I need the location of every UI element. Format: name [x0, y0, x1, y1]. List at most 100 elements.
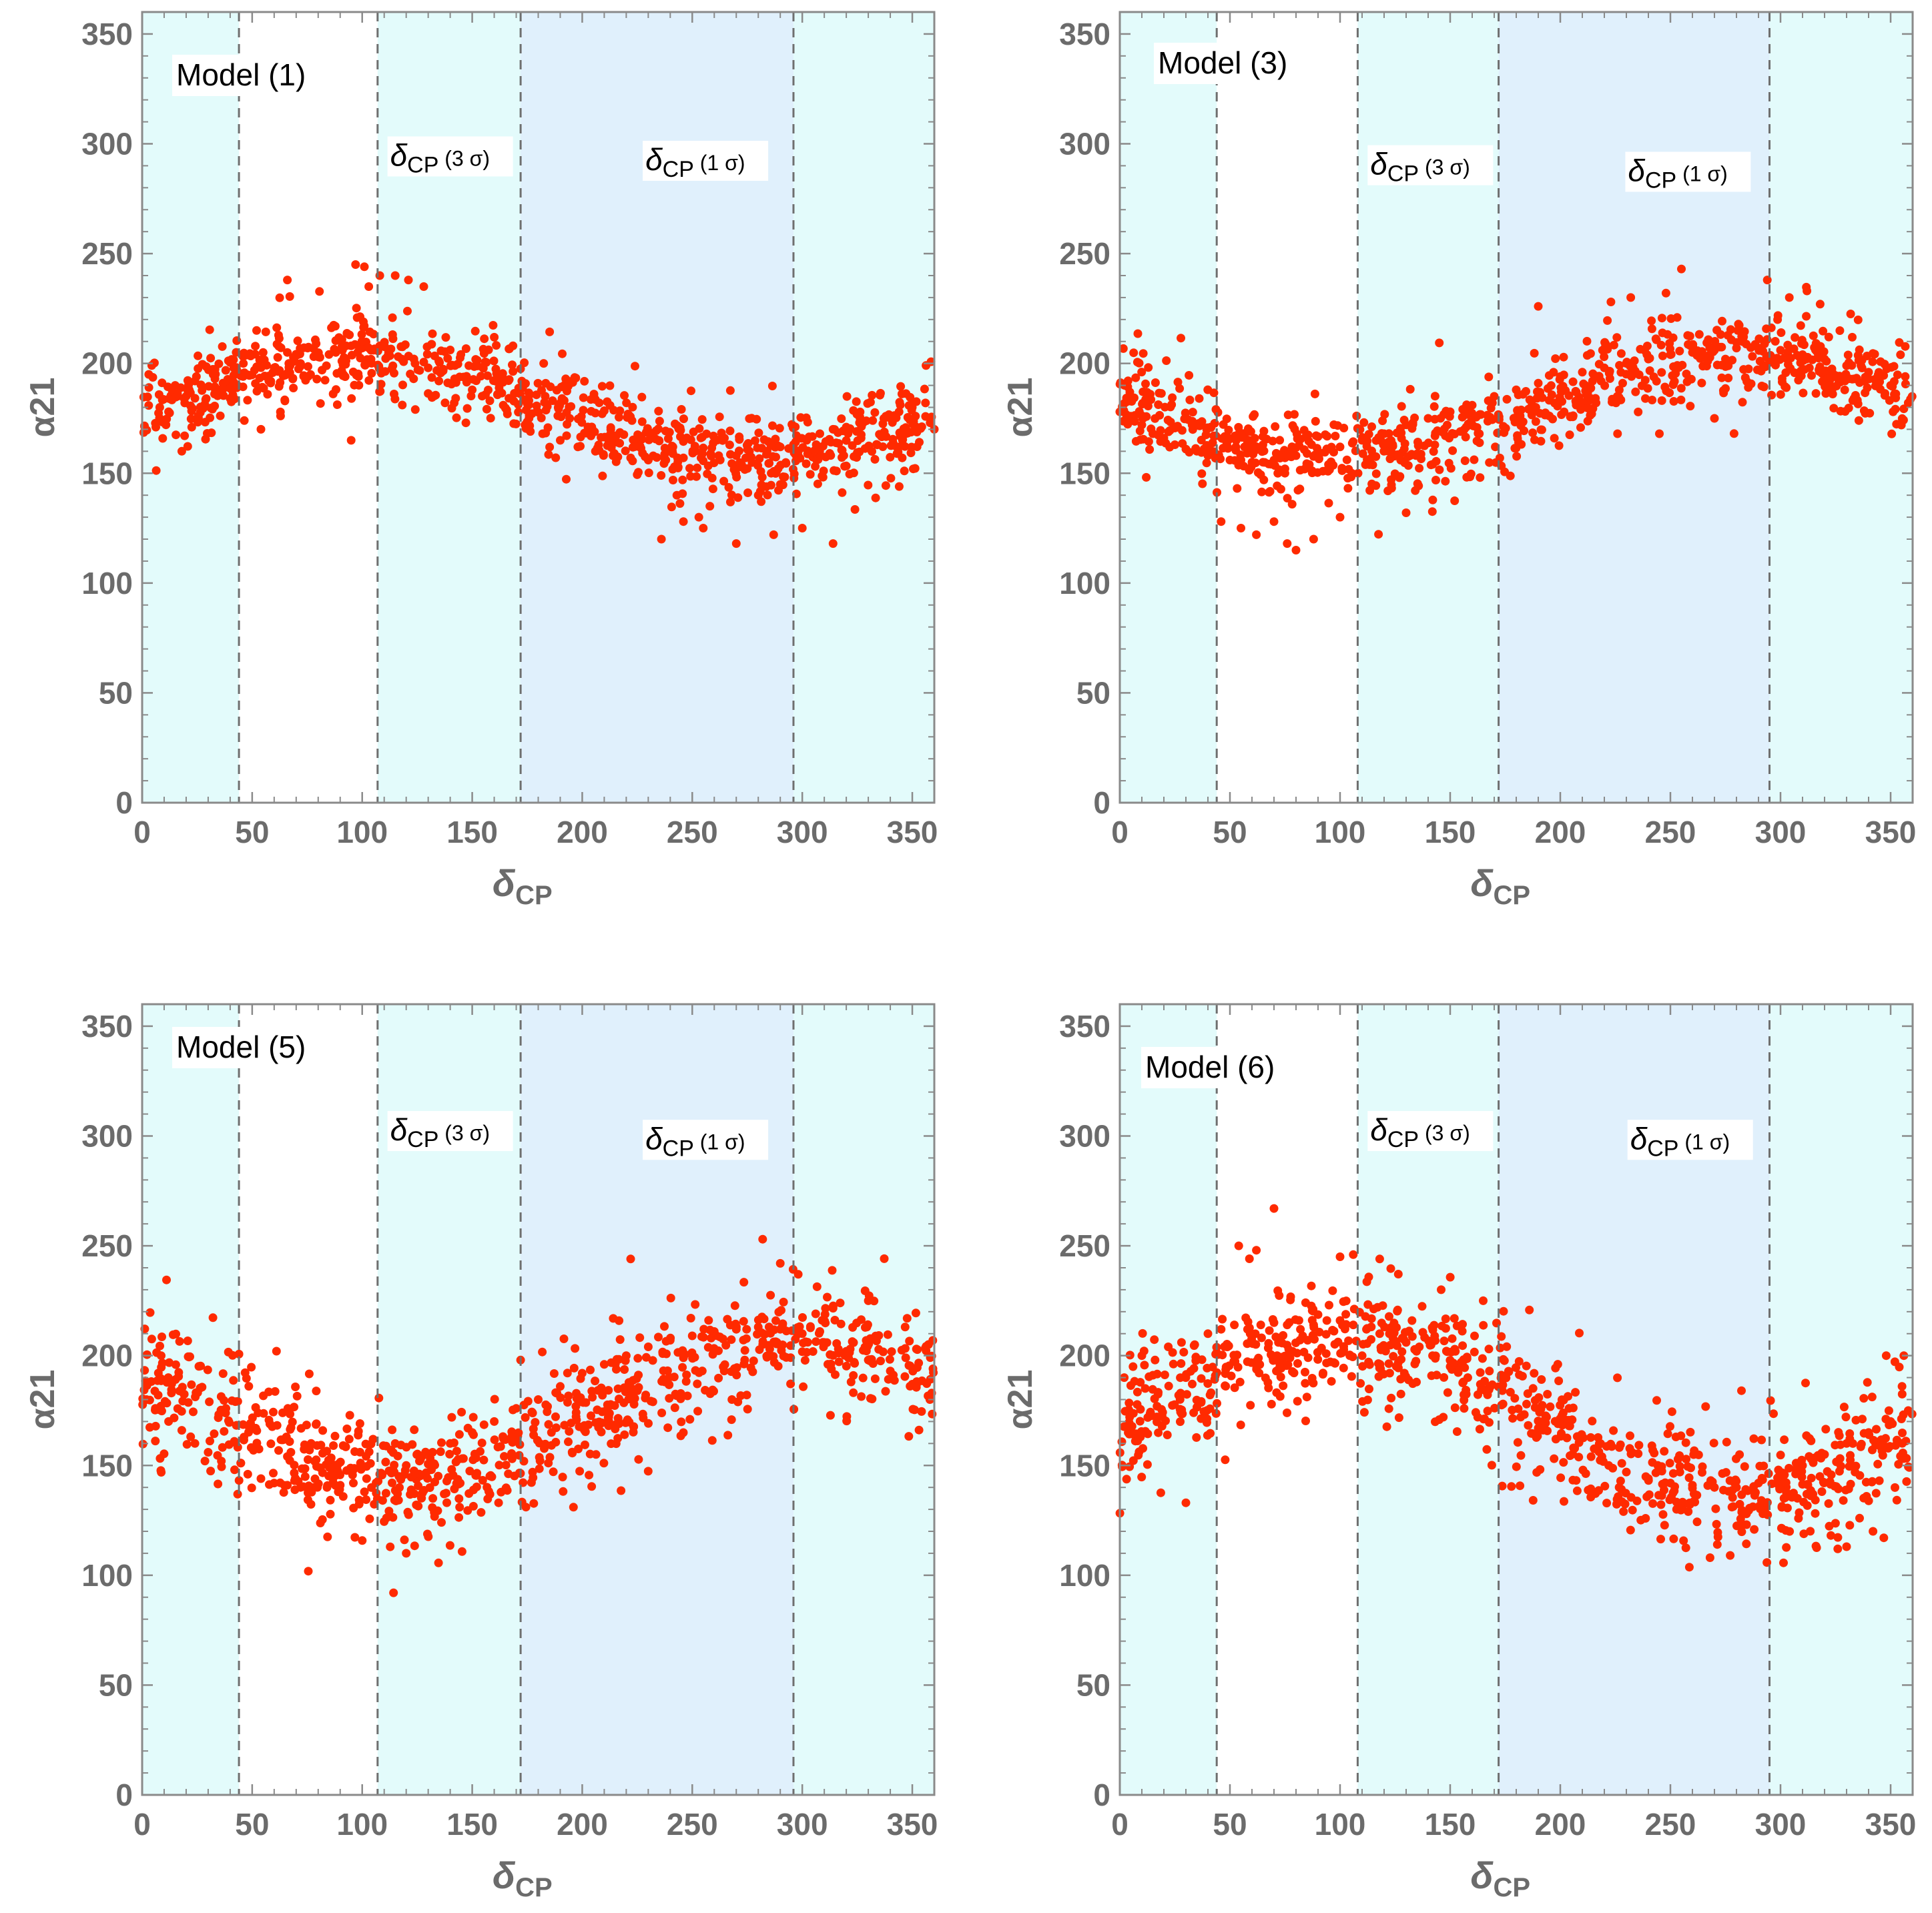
data-point: [1548, 414, 1557, 424]
data-point: [1133, 1437, 1143, 1445]
data-point: [1344, 1336, 1353, 1345]
data-point: [239, 1435, 248, 1444]
data-point: [1559, 1458, 1568, 1467]
data-point: [551, 1412, 560, 1421]
data-point: [440, 398, 450, 408]
data-point: [400, 340, 410, 350]
data-point: [1840, 385, 1849, 394]
data-point: [1205, 1404, 1215, 1413]
data-point: [755, 1345, 764, 1355]
data-point: [353, 348, 362, 357]
data-point: [356, 1459, 365, 1468]
data-point: [1739, 332, 1748, 342]
data-point: [424, 389, 433, 398]
data-point: [450, 1485, 459, 1493]
annotation-3sigma: δCP (3 σ): [1370, 1112, 1470, 1152]
data-point: [290, 1461, 299, 1470]
data-point: [1168, 1401, 1177, 1410]
data-point: [1252, 530, 1261, 539]
data-point: [1685, 1498, 1694, 1507]
data-point: [1443, 420, 1452, 430]
data-point: [1191, 1356, 1201, 1365]
data-point: [1264, 1383, 1273, 1393]
data-point: [1512, 1462, 1521, 1471]
data-point: [855, 447, 864, 456]
data-point: [1389, 1352, 1398, 1361]
data-point: [145, 1395, 154, 1405]
data-point: [1335, 512, 1345, 522]
data-point: [503, 1486, 512, 1495]
data-point: [490, 1435, 499, 1445]
data-point: [1583, 404, 1592, 412]
data-point: [509, 367, 518, 376]
data-point: [628, 456, 637, 466]
data-point: [1396, 1389, 1405, 1399]
data-point: [1265, 1326, 1274, 1335]
data-point: [344, 1435, 354, 1444]
data-point: [559, 1334, 569, 1343]
data-point: [183, 442, 192, 451]
data-point: [627, 416, 637, 425]
data-point: [145, 1308, 155, 1317]
data-point: [1292, 429, 1301, 438]
data-point: [1711, 1504, 1720, 1513]
data-point: [1901, 380, 1910, 388]
data-point: [657, 534, 666, 544]
data-point: [272, 340, 282, 349]
data-point: [1724, 374, 1733, 382]
data-point: [400, 1535, 409, 1545]
data-point: [1379, 1369, 1388, 1379]
data-point: [733, 1397, 743, 1407]
data-point: [324, 1455, 333, 1465]
data-point: [1148, 1385, 1157, 1394]
data-point: [607, 443, 616, 452]
data-point: [1195, 394, 1204, 403]
title-box: [1141, 1047, 1296, 1088]
data-point: [755, 454, 764, 463]
data-point: [354, 372, 363, 381]
data-point: [1313, 1310, 1323, 1319]
y-tick-label: 350: [1059, 1009, 1110, 1044]
data-point: [914, 1425, 924, 1435]
data-point: [1752, 365, 1762, 374]
data-point: [1558, 397, 1566, 406]
y-tick-label: 350: [1059, 17, 1110, 51]
scatter-series: [1115, 264, 1917, 554]
data-point: [1222, 438, 1231, 448]
data-point: [903, 428, 912, 438]
data-point: [201, 395, 210, 404]
data-point: [1568, 1475, 1578, 1485]
data-point: [1377, 1318, 1386, 1328]
data-point: [1560, 407, 1569, 416]
data-point: [1827, 364, 1837, 374]
data-point: [203, 1365, 212, 1375]
data-point: [1647, 324, 1656, 334]
data-point: [157, 1359, 167, 1368]
data-point: [606, 423, 615, 432]
data-point: [381, 1489, 390, 1498]
data-point: [1829, 404, 1839, 413]
data-point: [898, 435, 908, 444]
data-point: [1430, 440, 1439, 450]
data-point: [1449, 1359, 1458, 1368]
data-point: [1418, 1328, 1427, 1337]
data-point: [627, 1384, 637, 1393]
data-point: [509, 419, 519, 428]
data-point: [1221, 1363, 1231, 1372]
data-point: [1414, 481, 1423, 490]
data-point: [388, 330, 397, 339]
data-point: [1676, 1431, 1686, 1441]
data-point: [665, 1394, 674, 1403]
data-point: [312, 374, 322, 384]
data-point: [1596, 1456, 1605, 1465]
data-point: [1807, 371, 1816, 380]
data-point: [1904, 1462, 1913, 1471]
data-point: [316, 399, 325, 408]
data-point: [1333, 421, 1342, 430]
data-point: [576, 442, 585, 451]
data-point: [298, 1464, 307, 1473]
data-point: [184, 1398, 193, 1407]
data-point: [434, 376, 444, 386]
data-point: [856, 434, 866, 443]
data-point: [1275, 1291, 1284, 1300]
